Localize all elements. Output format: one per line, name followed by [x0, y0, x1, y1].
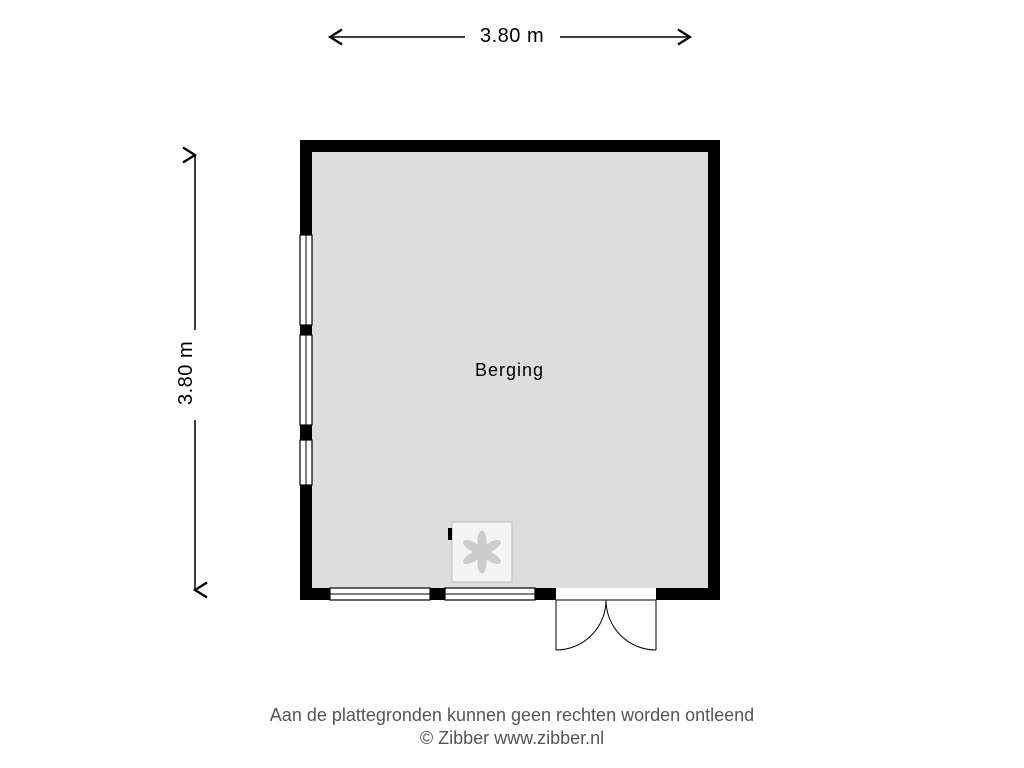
floor-fixture [448, 522, 512, 582]
window-bottom-2 [445, 588, 535, 600]
footer-line2: © Zibber www.zibber.nl [0, 728, 1024, 749]
window-bottom-1 [330, 588, 430, 600]
room-label: Berging [475, 360, 544, 381]
window-left-1 [300, 235, 312, 325]
floorplan-canvas: 3.80 m 3.80 m [0, 0, 1024, 768]
room-plan [0, 0, 1024, 700]
window-left-2 [300, 335, 312, 425]
footer-line1: Aan de plattegronden kunnen geen rechten… [0, 705, 1024, 726]
window-left-3 [300, 440, 312, 485]
door [556, 588, 656, 650]
